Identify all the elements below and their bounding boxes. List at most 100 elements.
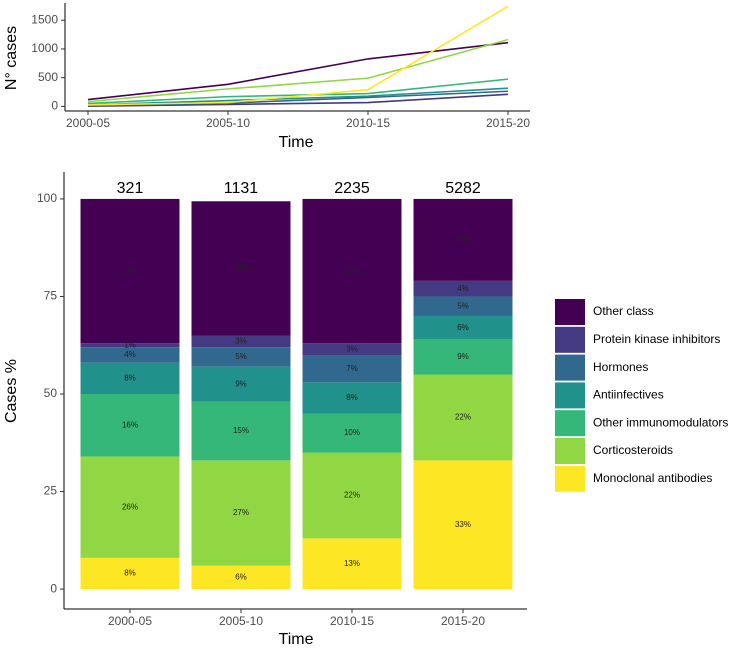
bar-segment	[302, 198, 402, 344]
x-tick-label: 2010-15	[346, 116, 390, 130]
segment-label: 1%	[124, 340, 136, 349]
x-tick-label: 2010-15	[330, 614, 374, 628]
bar-segment	[413, 315, 513, 340]
segment-label: 8%	[124, 569, 136, 578]
y-tick-label: 75	[44, 289, 58, 303]
x-axis-title: Time	[279, 631, 314, 648]
x-tick-label: 2005-10	[206, 116, 250, 130]
y-axis-title: Cases %	[3, 359, 20, 423]
line-series	[87, 5, 509, 106]
bar-segment	[191, 335, 291, 348]
segment-label: 5%	[235, 352, 247, 361]
x-tick-label: 2005-10	[219, 614, 263, 628]
x-tick-label: 2015-20	[486, 116, 530, 130]
bar-segment	[191, 401, 291, 461]
line-series	[87, 78, 509, 105]
segment-label: 3%	[346, 344, 358, 353]
y-tick-label: 25	[44, 484, 58, 498]
bar-segment	[191, 460, 291, 566]
x-tick-label: 2000-05	[108, 614, 152, 628]
y-tick-label: 50	[44, 386, 58, 400]
legend-label: Other class	[593, 304, 654, 318]
line-series	[87, 87, 509, 106]
bar-segment	[80, 198, 180, 344]
segment-label: 21%	[455, 235, 471, 244]
x-tick-label: 2000-05	[66, 116, 110, 130]
segment-label: 9%	[457, 352, 469, 361]
segment-label: 22%	[344, 491, 360, 500]
line-series	[87, 41, 509, 101]
bar-segment	[413, 280, 513, 297]
x-tick-label: 2015-20	[441, 614, 485, 628]
bar-segment	[80, 456, 180, 558]
y-tick-label: 100	[37, 191, 57, 205]
segment-label: 4%	[457, 284, 469, 293]
segment-label: 7%	[346, 364, 358, 373]
segment-label: 13%	[344, 559, 360, 568]
bar-segment	[80, 394, 180, 457]
segment-label: 3%	[235, 336, 247, 345]
bar-segment	[80, 347, 180, 363]
segment-label: 6%	[457, 323, 469, 332]
bar-segment	[302, 343, 402, 355]
bar-total: 321	[117, 180, 144, 197]
segment-label: 5%	[457, 301, 469, 310]
bar-total: 2235	[334, 180, 370, 197]
line-series	[87, 93, 509, 108]
y-tick-label: 0	[50, 581, 57, 595]
bar-segment	[302, 382, 402, 414]
legend-swatch	[555, 354, 585, 381]
y-tick-label: 0	[51, 99, 58, 113]
segment-label: 10%	[344, 428, 360, 437]
legend-label: Monoclonal antibodies	[593, 471, 712, 485]
segment-label: 9%	[235, 379, 247, 388]
bar-segment	[413, 198, 513, 281]
segment-label: 16%	[122, 420, 138, 429]
segment-label: 15%	[233, 426, 249, 435]
segment-label: 34%	[233, 263, 249, 272]
y-axis-title: N° cases	[3, 26, 20, 90]
bar-segment	[80, 343, 180, 348]
segment-label: 26%	[122, 502, 138, 511]
legend-label: Corticosteroids	[593, 443, 673, 457]
segment-label: 27%	[233, 508, 249, 517]
bar-segment	[302, 413, 402, 453]
bar-segment	[302, 538, 402, 590]
legend-swatch	[555, 382, 585, 409]
segment-label: 37%	[344, 266, 360, 275]
segment-label: 4%	[124, 350, 136, 359]
bar-total: 5282	[445, 180, 481, 197]
legend-label: Antiinfectives	[593, 388, 664, 402]
y-tick-label: 1000	[31, 41, 58, 55]
bar-segment	[191, 347, 291, 367]
y-tick-label: 500	[38, 70, 58, 84]
bar-segment	[80, 557, 180, 590]
bar-segment	[413, 296, 513, 316]
legend-swatch	[555, 438, 585, 464]
legend-swatch	[555, 410, 585, 437]
bar-total: 1131	[224, 180, 259, 197]
x-axis-title: Time	[279, 134, 314, 151]
bar-segment	[191, 366, 291, 402]
y-tick-label: 1500	[31, 12, 58, 26]
legend-swatch	[555, 326, 585, 353]
segment-label: 6%	[235, 573, 247, 582]
segment-label: 22%	[455, 413, 471, 422]
bar-segment	[191, 565, 291, 590]
bar-segment	[80, 362, 180, 395]
segment-label: 37%	[122, 266, 138, 275]
bar-segment	[413, 339, 513, 375]
line-series	[87, 38, 509, 103]
segment-label: 8%	[124, 374, 136, 383]
legend-label: Other immunomodulators	[593, 415, 728, 429]
segment-label: 33%	[455, 520, 471, 529]
bar-segment	[302, 452, 402, 539]
legend-label: Protein kinase inhibitors	[593, 332, 720, 346]
segment-label: 8%	[346, 393, 358, 402]
legend-label: Hormones	[593, 360, 648, 374]
bar-segment	[302, 354, 402, 383]
legend-swatch	[555, 299, 585, 325]
bar-segment	[413, 460, 513, 590]
legend-swatch	[555, 465, 585, 492]
